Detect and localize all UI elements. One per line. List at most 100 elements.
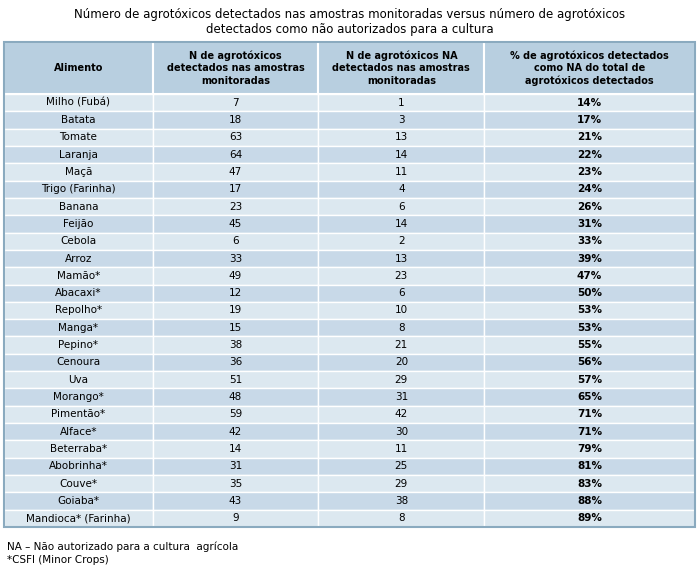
Bar: [319, 388, 484, 406]
Bar: [152, 146, 319, 163]
Text: Manga*: Manga*: [58, 323, 99, 333]
Bar: [484, 284, 695, 302]
Text: Cenoura: Cenoura: [56, 357, 101, 367]
Bar: [4, 267, 152, 284]
Bar: [4, 319, 152, 336]
Bar: [484, 267, 695, 284]
Text: 36: 36: [229, 357, 242, 367]
Text: 31: 31: [229, 462, 242, 472]
Text: 47: 47: [229, 167, 242, 177]
Text: N de agrotóxicos
detectados nas amostras
monitoradas: N de agrotóxicos detectados nas amostras…: [166, 50, 304, 85]
Text: 71%: 71%: [577, 426, 602, 437]
Bar: [319, 406, 484, 423]
Text: Milho (Fubá): Milho (Fubá): [46, 98, 110, 108]
Bar: [484, 510, 695, 527]
Bar: [4, 354, 152, 371]
Text: Abobrinha*: Abobrinha*: [49, 462, 108, 472]
Bar: [319, 302, 484, 319]
Text: 11: 11: [395, 167, 408, 177]
Bar: [319, 250, 484, 267]
Text: detectados como não autorizados para a cultura: detectados como não autorizados para a c…: [206, 23, 493, 36]
Bar: [319, 423, 484, 441]
Bar: [319, 457, 484, 475]
Bar: [4, 198, 152, 215]
Bar: [152, 493, 319, 510]
Bar: [152, 441, 319, 457]
Bar: [152, 94, 319, 111]
Text: Batata: Batata: [61, 115, 96, 125]
Text: Maçã: Maçã: [64, 167, 92, 177]
Bar: [484, 388, 695, 406]
Text: 38: 38: [229, 340, 242, 350]
Bar: [319, 233, 484, 250]
Bar: [484, 42, 695, 94]
Text: 12: 12: [229, 288, 242, 298]
Text: 26%: 26%: [577, 202, 602, 212]
Bar: [4, 129, 152, 146]
Text: 13: 13: [395, 253, 408, 263]
Bar: [484, 406, 695, 423]
Text: Pepino*: Pepino*: [58, 340, 99, 350]
Bar: [319, 163, 484, 181]
Text: 21%: 21%: [577, 132, 602, 142]
Bar: [4, 441, 152, 457]
Text: 56%: 56%: [577, 357, 602, 367]
Bar: [4, 457, 152, 475]
Text: 59: 59: [229, 410, 242, 419]
Text: 1: 1: [398, 98, 405, 108]
Bar: [319, 319, 484, 336]
Text: 14: 14: [395, 219, 408, 229]
Bar: [484, 441, 695, 457]
Bar: [4, 302, 152, 319]
Text: Trigo (Farinha): Trigo (Farinha): [41, 184, 115, 194]
Text: 89%: 89%: [577, 514, 602, 524]
Text: Goiaba*: Goiaba*: [57, 496, 99, 506]
Text: Morango*: Morango*: [53, 392, 103, 402]
Bar: [319, 510, 484, 527]
Bar: [4, 388, 152, 406]
Text: 47%: 47%: [577, 271, 603, 281]
Text: 25: 25: [395, 462, 408, 472]
Bar: [484, 493, 695, 510]
Text: Banana: Banana: [59, 202, 98, 212]
Bar: [152, 371, 319, 388]
Text: 13: 13: [395, 132, 408, 142]
Text: 9: 9: [232, 514, 239, 524]
Text: 48: 48: [229, 392, 242, 402]
Text: Beterraba*: Beterraba*: [50, 444, 107, 454]
Bar: [152, 336, 319, 354]
Text: 81%: 81%: [577, 462, 602, 472]
Text: 19: 19: [229, 305, 242, 315]
Text: 15: 15: [229, 323, 242, 333]
Text: Mandioca* (Farinha): Mandioca* (Farinha): [26, 514, 131, 524]
Text: 51: 51: [229, 375, 242, 385]
Text: 49: 49: [229, 271, 242, 281]
Bar: [152, 215, 319, 233]
Text: 42: 42: [229, 426, 242, 437]
Text: 17: 17: [229, 184, 242, 194]
Bar: [152, 388, 319, 406]
Bar: [4, 163, 152, 181]
Bar: [319, 441, 484, 457]
Bar: [484, 181, 695, 198]
Text: 55%: 55%: [577, 340, 602, 350]
Bar: [4, 215, 152, 233]
Text: 43: 43: [229, 496, 242, 506]
Text: 53%: 53%: [577, 323, 602, 333]
Bar: [484, 111, 695, 129]
Bar: [152, 284, 319, 302]
Text: 22%: 22%: [577, 150, 602, 160]
Text: Arroz: Arroz: [64, 253, 92, 263]
Text: 38: 38: [395, 496, 408, 506]
Text: 83%: 83%: [577, 479, 602, 488]
Bar: [484, 319, 695, 336]
Text: 23: 23: [395, 271, 408, 281]
Bar: [152, 111, 319, 129]
Bar: [152, 457, 319, 475]
Bar: [484, 423, 695, 441]
Bar: [484, 457, 695, 475]
Bar: [152, 475, 319, 493]
Bar: [484, 475, 695, 493]
Bar: [4, 42, 695, 527]
Bar: [484, 250, 695, 267]
